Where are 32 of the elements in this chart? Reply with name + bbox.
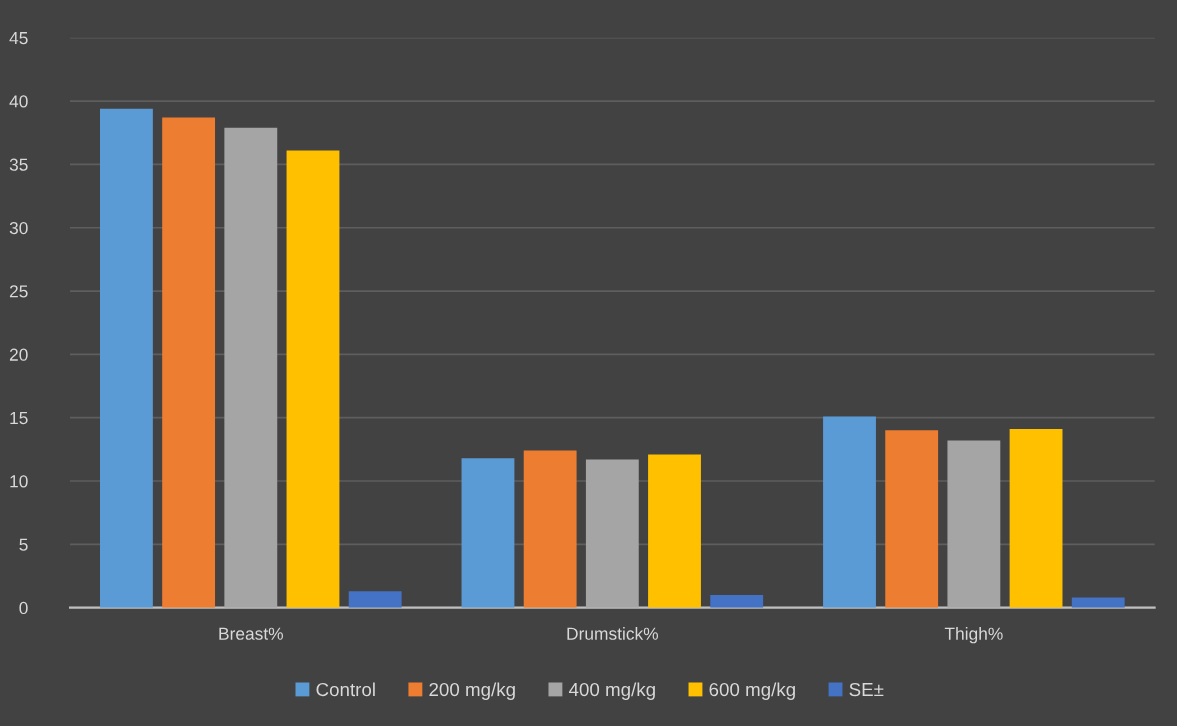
legend-label: 400 mg/kg (568, 682, 655, 700)
x-tick-label: Thigh% (944, 627, 1003, 644)
legend-label: 600 mg/kg (709, 682, 795, 700)
bar (823, 416, 876, 608)
y-tick-label: 30 (9, 221, 28, 235)
bar (286, 150, 340, 608)
bar (1009, 429, 1063, 608)
bar (648, 454, 701, 608)
legend-label: Control (316, 682, 375, 697)
y-tick-label: 40 (9, 95, 28, 108)
bar (710, 595, 764, 608)
y-tick-label: 0 (19, 601, 28, 615)
x-tick-label: Breast% (219, 627, 283, 640)
bar (585, 459, 639, 608)
bar (885, 430, 939, 608)
bar (947, 440, 1001, 608)
y-tick-label: 15 (10, 412, 28, 425)
y-tick-label: 45 (9, 32, 28, 45)
bar (100, 108, 153, 608)
bar (162, 117, 216, 608)
bar (348, 591, 402, 608)
y-tick-label: 35 (9, 158, 28, 171)
legend-label: SE± (849, 682, 884, 697)
legend-label: 200 mg/kg (429, 682, 515, 700)
bar (224, 127, 278, 608)
x-tick-label: Drumstick% (567, 627, 659, 640)
bar (461, 458, 515, 608)
y-tick-label: 5 (19, 538, 28, 551)
y-tick-label: 20 (9, 348, 28, 361)
bar (523, 450, 577, 608)
y-tick-label: 10 (10, 475, 28, 488)
y-tick-label: 25 (9, 285, 28, 298)
